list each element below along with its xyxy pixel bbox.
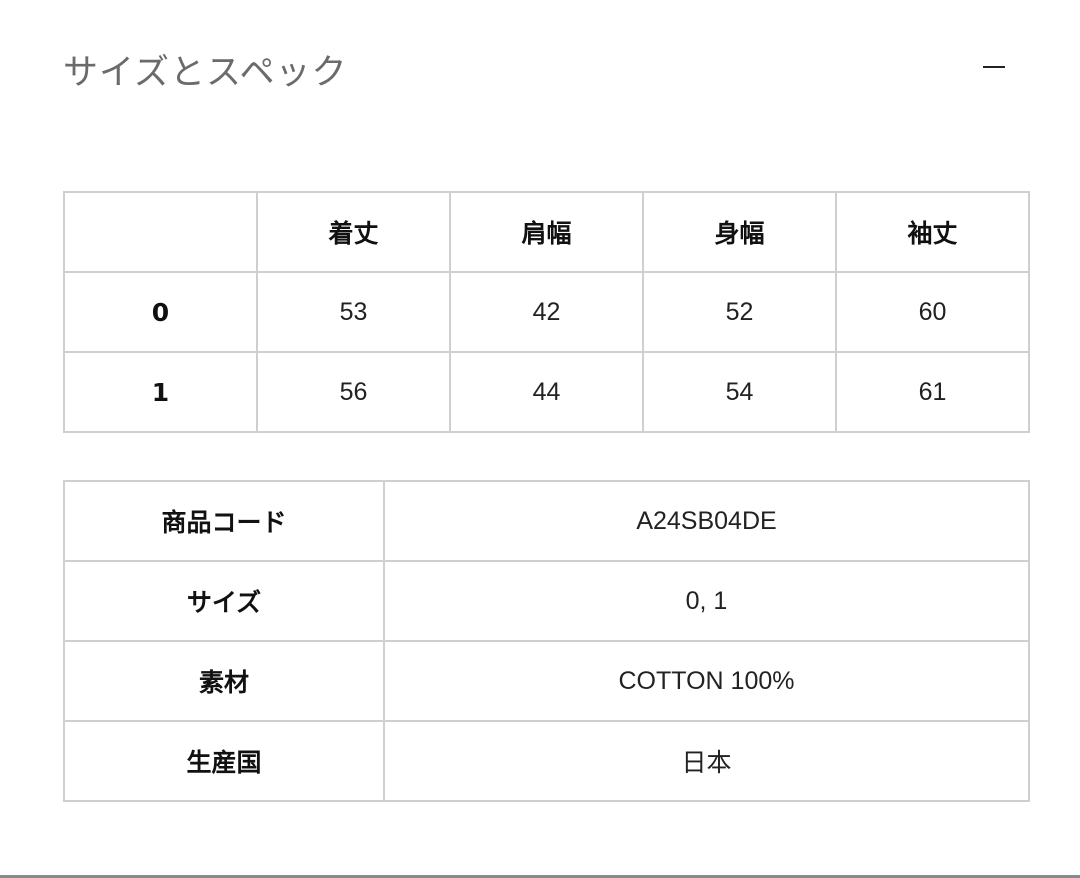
size-table: 着丈 肩幅 身幅 袖丈 0 53 42 52 60 1 56 44 54 61 xyxy=(63,191,1030,433)
spec-row: 素材 COTTON 100% xyxy=(63,640,1030,722)
cell: 44 xyxy=(449,351,644,433)
header-cell: 着丈 xyxy=(256,191,451,273)
size-label: 0 xyxy=(63,271,258,353)
cell: 54 xyxy=(642,351,837,433)
spec-label: 生産国 xyxy=(63,720,385,802)
cell: 52 xyxy=(642,271,837,353)
spec-table: 商品コード A24SB04DE サイズ 0, 1 素材 COTTON 100% … xyxy=(63,480,1030,802)
spec-value: 日本 xyxy=(383,720,1030,802)
header-cell: 身幅 xyxy=(642,191,837,273)
header-cell: 肩幅 xyxy=(449,191,644,273)
spec-value: A24SB04DE xyxy=(383,480,1030,562)
table-header-row: 着丈 肩幅 身幅 袖丈 xyxy=(63,191,1030,273)
divider xyxy=(0,875,1080,878)
spec-value: 0, 1 xyxy=(383,560,1030,642)
size-label: 1 xyxy=(63,351,258,433)
table-row: 0 53 42 52 60 xyxy=(63,271,1030,353)
spec-label: 商品コード xyxy=(63,480,385,562)
spec-label: サイズ xyxy=(63,560,385,642)
table-row: 1 56 44 54 61 xyxy=(63,351,1030,433)
cell: 42 xyxy=(449,271,644,353)
spec-label: 素材 xyxy=(63,640,385,722)
cell: 60 xyxy=(835,271,1030,353)
collapse-button[interactable] xyxy=(975,50,1015,84)
spec-row: サイズ 0, 1 xyxy=(63,560,1030,642)
minus-icon xyxy=(983,66,1005,68)
cell: 61 xyxy=(835,351,1030,433)
cell: 53 xyxy=(256,271,451,353)
header-cell: 袖丈 xyxy=(835,191,1030,273)
spec-row: 生産国 日本 xyxy=(63,720,1030,802)
spec-row: 商品コード A24SB04DE xyxy=(63,480,1030,562)
spec-value: COTTON 100% xyxy=(383,640,1030,722)
header-cell xyxy=(63,191,258,273)
cell: 56 xyxy=(256,351,451,433)
section-title: サイズとスペック xyxy=(63,53,348,93)
